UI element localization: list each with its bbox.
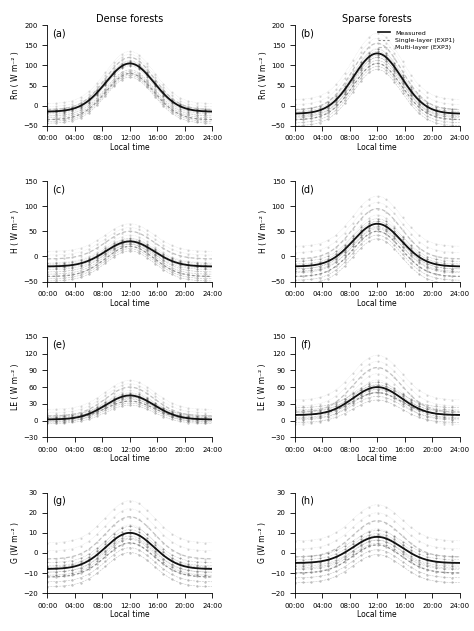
Text: (b): (b): [300, 28, 314, 38]
Y-axis label: LE ( W m⁻² ): LE ( W m⁻² ): [11, 364, 20, 410]
X-axis label: Local time: Local time: [357, 610, 397, 619]
Text: (h): (h): [300, 495, 314, 505]
X-axis label: Local time: Local time: [110, 610, 150, 619]
Y-axis label: G (W m⁻² ): G (W m⁻² ): [11, 522, 20, 563]
Text: (c): (c): [52, 184, 65, 194]
X-axis label: Local time: Local time: [110, 143, 150, 152]
Text: (a): (a): [52, 28, 66, 38]
Title: Sparse forests: Sparse forests: [342, 15, 412, 25]
X-axis label: Local time: Local time: [110, 454, 150, 463]
Y-axis label: H ( W m⁻² ): H ( W m⁻² ): [259, 209, 268, 253]
X-axis label: Local time: Local time: [357, 143, 397, 152]
Y-axis label: LE ( W m⁻² ): LE ( W m⁻² ): [258, 364, 267, 410]
Y-axis label: Rn ( W m⁻² ): Rn ( W m⁻² ): [11, 52, 20, 99]
Text: (f): (f): [300, 340, 311, 350]
X-axis label: Local time: Local time: [110, 298, 150, 308]
X-axis label: Local time: Local time: [357, 454, 397, 463]
Title: Dense forests: Dense forests: [96, 15, 164, 25]
Text: (e): (e): [52, 340, 66, 350]
Y-axis label: Rn ( W m⁻² ): Rn ( W m⁻² ): [259, 52, 268, 99]
Legend: Measured, Single-layer (EXP1), Multi-layer (EXP3): Measured, Single-layer (EXP1), Multi-lay…: [376, 28, 456, 52]
Y-axis label: H ( W m⁻² ): H ( W m⁻² ): [11, 209, 20, 253]
Text: (d): (d): [300, 184, 313, 194]
Y-axis label: G (W m⁻² ): G (W m⁻² ): [258, 522, 267, 563]
Text: (g): (g): [52, 495, 66, 505]
X-axis label: Local time: Local time: [357, 298, 397, 308]
